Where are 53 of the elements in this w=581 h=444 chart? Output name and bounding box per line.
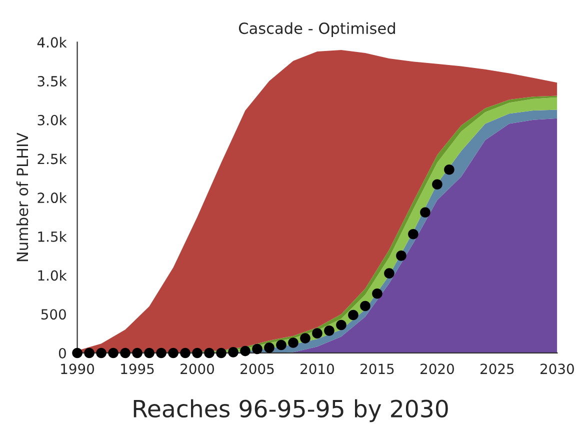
point	[252, 344, 262, 354]
point	[324, 326, 334, 336]
text: Reaches 96-95-95 by 2030	[134, 399, 448, 422]
point	[288, 338, 298, 348]
point	[120, 348, 130, 358]
point	[264, 342, 274, 353]
point	[372, 288, 382, 299]
y-tick-label: 1.5k	[38, 231, 67, 242]
point	[420, 207, 430, 218]
x-tick-label: 2005	[240, 364, 274, 374]
point	[192, 348, 202, 358]
point	[72, 348, 82, 358]
point	[204, 348, 214, 358]
point	[408, 228, 418, 240]
point	[240, 346, 250, 356]
y-tick-label: 0	[58, 348, 66, 358]
y-axis-title: Number of PLHIV	[16, 132, 28, 262]
y-tick-label: 3.5k	[38, 76, 67, 87]
point	[216, 348, 226, 358]
x-tick-label: 1995	[121, 364, 154, 374]
x-tick-label: 2030	[540, 364, 574, 374]
point	[96, 348, 106, 358]
chart-title: Cascade - Optimised	[238, 22, 395, 38]
x-tick-label: 2010	[300, 364, 334, 374]
point	[168, 348, 178, 358]
point	[348, 310, 358, 320]
point	[360, 300, 370, 312]
y-tick-label: 500	[41, 309, 66, 320]
point	[444, 164, 454, 175]
y-tick-label: 4.0k	[37, 36, 67, 48]
point	[228, 347, 238, 358]
point	[156, 348, 166, 358]
x-tick-label: 1990	[61, 364, 94, 374]
point	[180, 348, 190, 358]
point	[312, 328, 322, 338]
point	[108, 348, 118, 358]
point	[144, 348, 154, 358]
point	[432, 179, 442, 190]
x-tick-label: 2020	[420, 364, 454, 374]
point	[336, 320, 346, 330]
point	[276, 340, 286, 350]
x-tick-label: 2025	[480, 364, 514, 374]
y-tick-label: 1.0k	[38, 270, 67, 281]
y-tick-label: 2.0k	[38, 192, 67, 204]
point	[384, 268, 394, 278]
x-tick-label: 2000	[180, 364, 214, 374]
y-tick-label: 2.5k	[38, 153, 67, 164]
point	[396, 250, 406, 261]
point	[84, 348, 94, 358]
x-tick-label: 2015	[360, 364, 394, 374]
point	[132, 348, 142, 358]
point	[300, 333, 310, 344]
y-tick-label: 3.0k	[38, 114, 67, 126]
